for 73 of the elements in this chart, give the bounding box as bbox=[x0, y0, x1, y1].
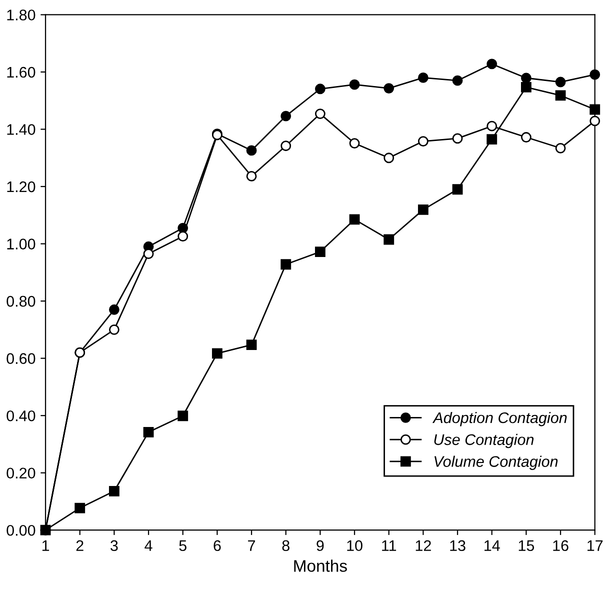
y-tick-label: 1.40 bbox=[7, 124, 36, 135]
legend-label: Use Contagion bbox=[434, 434, 534, 448]
x-tick-label: 11 bbox=[382, 540, 396, 551]
point bbox=[108, 486, 120, 496]
point bbox=[108, 304, 120, 315]
point bbox=[178, 410, 188, 422]
x-tick-label: 15 bbox=[518, 540, 534, 552]
point bbox=[108, 324, 120, 335]
x-tick-label: 3 bbox=[110, 540, 118, 552]
point bbox=[143, 426, 154, 438]
x-tick-label: 1 bbox=[42, 540, 50, 551]
point bbox=[452, 133, 463, 144]
y-tick-label: 0.60 bbox=[6, 353, 36, 364]
x-tick-label: 9 bbox=[316, 540, 324, 552]
point bbox=[452, 75, 463, 86]
point bbox=[280, 259, 292, 270]
point bbox=[246, 340, 257, 350]
point bbox=[349, 138, 360, 148]
x-tick-label: 7 bbox=[248, 540, 256, 551]
point bbox=[486, 120, 498, 132]
point bbox=[590, 104, 600, 115]
point bbox=[418, 136, 428, 146]
y-tick-label: 0.80 bbox=[6, 296, 36, 307]
point bbox=[280, 140, 292, 152]
point bbox=[452, 184, 463, 195]
point bbox=[520, 82, 532, 92]
point bbox=[520, 72, 532, 84]
point bbox=[349, 79, 360, 90]
point bbox=[384, 152, 394, 164]
point bbox=[178, 231, 188, 242]
x-tick-label: 4 bbox=[144, 540, 152, 551]
point bbox=[212, 348, 222, 359]
x-tick-label: 6 bbox=[214, 540, 221, 552]
point bbox=[143, 248, 154, 260]
point bbox=[349, 214, 360, 225]
x-tick-label: 13 bbox=[450, 540, 466, 552]
x-tick-label: 5 bbox=[179, 540, 186, 552]
x-tick-label: 8 bbox=[282, 540, 290, 552]
point bbox=[555, 90, 566, 101]
point bbox=[314, 246, 326, 258]
point bbox=[246, 145, 257, 156]
x-tick-label: 10 bbox=[347, 540, 362, 552]
y-tick-label: 0.00 bbox=[6, 524, 36, 536]
y-tick-label: 1.80 bbox=[7, 10, 36, 20]
x-tick-label: 2 bbox=[76, 540, 84, 551]
legend-label: Volume Contagion bbox=[434, 456, 558, 470]
point bbox=[555, 76, 566, 88]
point bbox=[418, 204, 428, 215]
y-tick-label: 0.20 bbox=[6, 468, 36, 479]
point bbox=[520, 132, 532, 142]
point bbox=[486, 58, 498, 70]
point bbox=[384, 83, 394, 94]
x-tick-label: 16 bbox=[553, 540, 568, 552]
point bbox=[314, 108, 326, 119]
point bbox=[314, 84, 326, 94]
y-tick-label: 0.40 bbox=[6, 410, 36, 422]
x-axis-title: Months bbox=[294, 560, 347, 572]
legend-label: Adoption Contagion bbox=[432, 412, 567, 426]
x-tick-label: 14 bbox=[484, 540, 500, 551]
point bbox=[384, 234, 394, 245]
point bbox=[280, 110, 292, 122]
point bbox=[246, 171, 257, 182]
y-tick-label: 1.00 bbox=[7, 238, 36, 250]
y-tick-label: 1.20 bbox=[7, 181, 36, 192]
point bbox=[590, 69, 600, 80]
y-tick-label: 1.60 bbox=[7, 66, 36, 78]
point bbox=[590, 116, 600, 126]
x-tick-label: 12 bbox=[416, 540, 431, 551]
point bbox=[486, 134, 498, 144]
x-tick-label: 17 bbox=[588, 540, 603, 551]
point bbox=[555, 142, 566, 154]
point bbox=[74, 502, 86, 514]
point bbox=[418, 72, 428, 83]
